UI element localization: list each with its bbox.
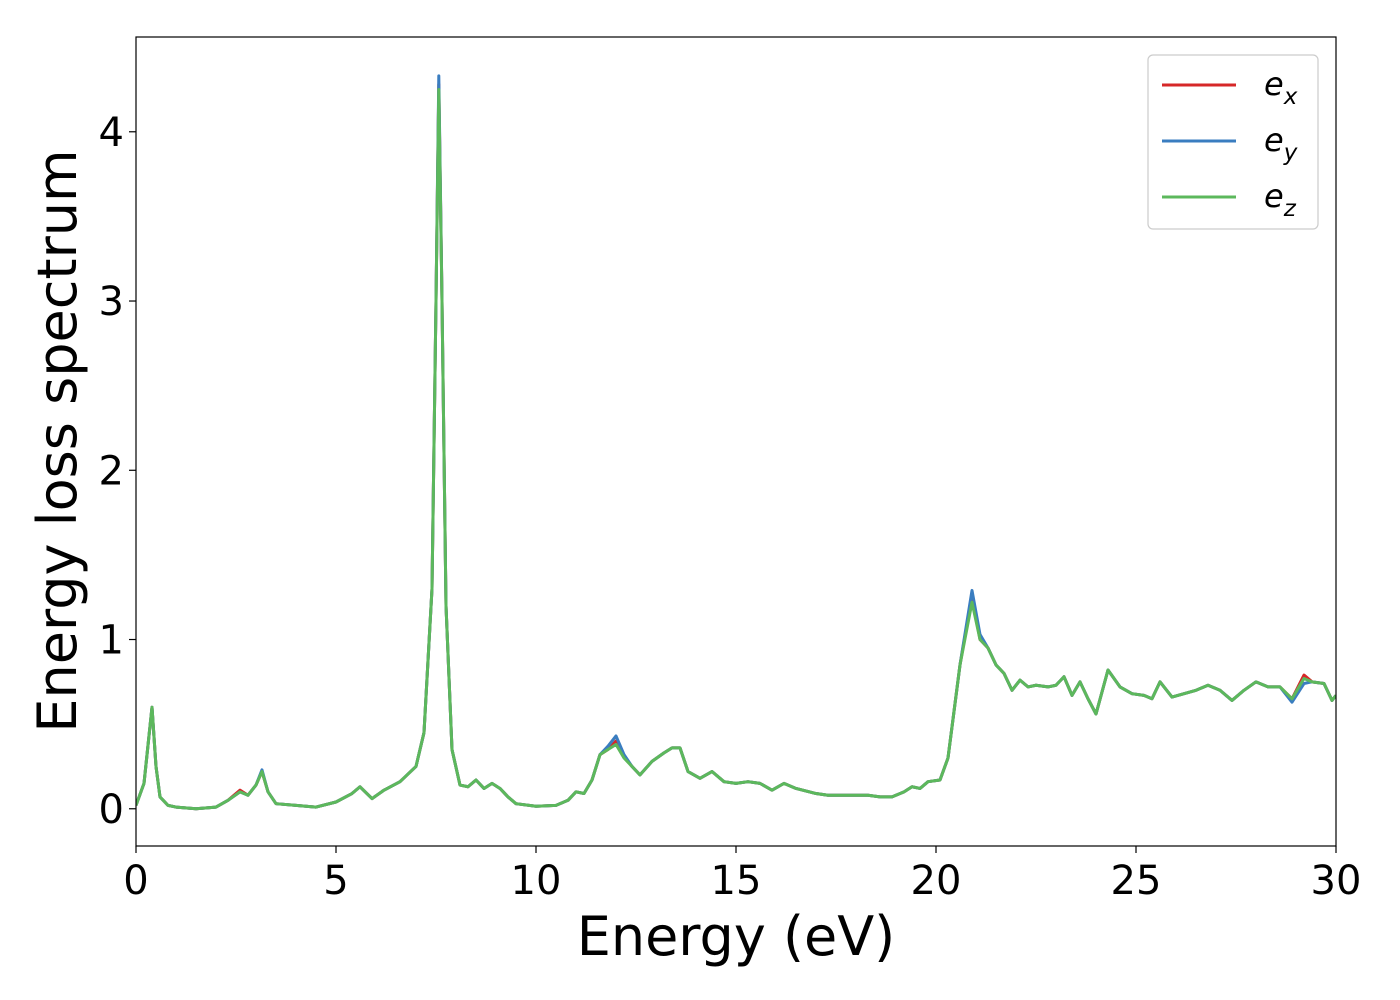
line-series [136,87,1336,811]
x-tick-label: 5 [323,858,348,904]
x-tick-label: 25 [1111,858,1162,904]
y-tick-label: 1 [99,618,124,664]
x-tick-label: 10 [511,858,562,904]
x-tick-label: 30 [1311,858,1362,904]
y-tick-label: 4 [99,110,124,156]
legend-label: ey [1264,121,1298,166]
legend-label: ex [1264,65,1298,110]
legend-label: ez [1264,177,1297,222]
y-tick-label: 2 [99,448,124,494]
x-axis-label: Energy (eV) [577,905,896,968]
x-tick-label: 20 [911,858,962,904]
x-tick-label: 15 [711,858,762,904]
y-tick-label: 0 [99,787,124,833]
y-axis-label: Energy loss spectrum [26,149,89,732]
plot-frame [135,36,1337,847]
y-tick-label: 3 [99,279,124,325]
x-tick-label: 0 [123,858,148,904]
